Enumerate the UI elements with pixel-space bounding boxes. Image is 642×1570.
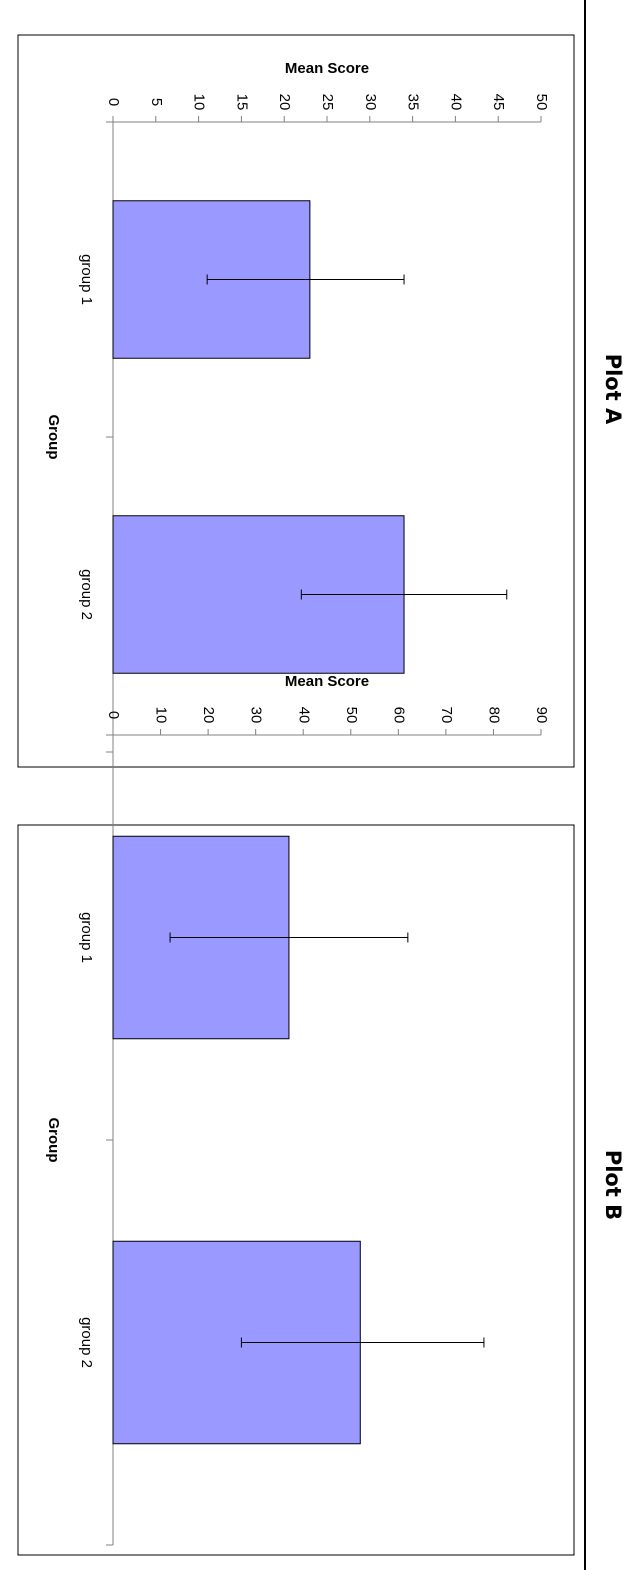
value-tick-label: 45: [490, 94, 507, 111]
value-tick-label: 10: [153, 707, 170, 724]
value-tick-label: 15: [233, 94, 250, 111]
category-axis-title: Group: [45, 1118, 62, 1163]
category-label: group 1: [78, 912, 95, 963]
value-axis-title: Mean Score: [285, 60, 369, 77]
category-label: group 1: [78, 254, 95, 305]
value-tick-label: 80: [485, 707, 502, 724]
value-tick-label: 40: [295, 707, 312, 724]
value-tick-label: 40: [447, 94, 464, 111]
value-tick-label: 25: [319, 94, 336, 111]
chart-frame: [17, 824, 575, 1556]
plot-a-label: Plot A: [601, 354, 625, 425]
plot-b-chart: 0 10 20 30 40 50 60 70 80 90 Mean Score Group group …: [17, 673, 575, 1556]
value-tick-label: 90: [533, 707, 550, 724]
value-tick-label: 30: [362, 94, 379, 111]
plot-b-label: Plot B: [601, 1150, 625, 1220]
value-tick-label: 50: [533, 94, 550, 111]
value-tick-label: 10: [191, 94, 208, 111]
value-tick-label: 0: [105, 711, 122, 719]
value-tick-label: 35: [405, 94, 422, 111]
value-tick-label: 50: [343, 707, 360, 724]
value-axis-title: Mean Score: [285, 673, 369, 690]
value-tick-label: 20: [276, 94, 293, 111]
category-label: group 2: [78, 1317, 95, 1368]
value-tick-label: 20: [200, 707, 217, 724]
chart-frame: [17, 34, 575, 768]
value-tick-label: 70: [438, 707, 455, 724]
category-axis-title: Group: [45, 415, 62, 460]
value-tick-label: 0: [105, 98, 122, 106]
category-label: group 2: [78, 569, 95, 620]
plot-a-chart: 0 5 10 15 20 25 30 35 40 45 50 Mean Score Group group…: [17, 34, 575, 768]
value-tick-label: 5: [148, 98, 165, 106]
value-tick-label: 60: [390, 707, 407, 724]
value-tick-label: 30: [248, 707, 265, 724]
